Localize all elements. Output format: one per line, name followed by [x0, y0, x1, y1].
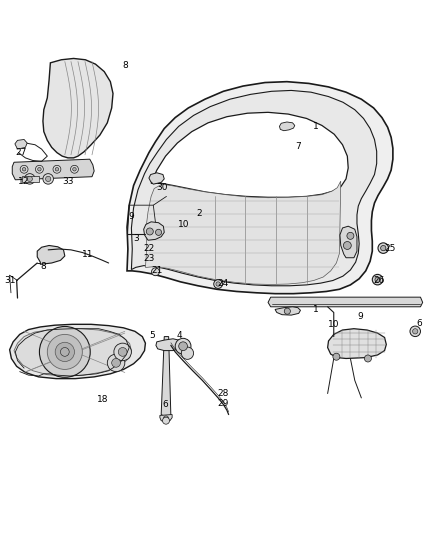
Text: 27: 27 [15, 148, 27, 157]
Polygon shape [37, 246, 65, 264]
Circle shape [118, 348, 127, 356]
Text: 6: 6 [417, 319, 423, 328]
Text: 30: 30 [156, 183, 168, 192]
Text: 28: 28 [218, 389, 229, 398]
Text: 7: 7 [295, 142, 301, 150]
Circle shape [46, 176, 51, 182]
Circle shape [20, 165, 28, 173]
Circle shape [38, 167, 41, 171]
Polygon shape [268, 297, 423, 307]
Text: 2: 2 [197, 209, 202, 219]
Text: 4: 4 [177, 331, 182, 340]
Polygon shape [149, 173, 164, 184]
Polygon shape [161, 336, 171, 418]
Circle shape [47, 334, 82, 369]
Text: 12: 12 [18, 176, 30, 185]
Polygon shape [22, 176, 39, 182]
Text: 9: 9 [128, 212, 134, 221]
Circle shape [364, 355, 371, 362]
Circle shape [25, 174, 35, 184]
Circle shape [146, 228, 153, 235]
Circle shape [55, 167, 59, 171]
Polygon shape [340, 226, 357, 258]
Text: 1: 1 [312, 305, 318, 314]
Circle shape [214, 280, 223, 288]
Circle shape [413, 329, 418, 334]
Text: 26: 26 [373, 276, 385, 285]
Text: 3: 3 [133, 233, 139, 243]
Circle shape [35, 165, 43, 173]
Text: 6: 6 [162, 400, 169, 408]
Polygon shape [151, 112, 348, 197]
Circle shape [163, 416, 169, 421]
Circle shape [333, 353, 340, 360]
Circle shape [375, 277, 380, 282]
Polygon shape [156, 339, 180, 351]
Polygon shape [15, 140, 27, 149]
Text: 10: 10 [178, 220, 190, 229]
Circle shape [73, 167, 76, 171]
Text: 23: 23 [143, 254, 155, 263]
Polygon shape [127, 82, 393, 294]
Circle shape [112, 359, 120, 367]
Circle shape [372, 274, 383, 285]
Polygon shape [275, 307, 300, 315]
Polygon shape [131, 91, 377, 286]
Circle shape [410, 326, 420, 336]
Polygon shape [12, 159, 94, 180]
Text: 9: 9 [357, 312, 363, 321]
Circle shape [284, 308, 290, 314]
Polygon shape [43, 59, 113, 158]
Circle shape [162, 417, 170, 424]
Polygon shape [10, 324, 145, 378]
Circle shape [53, 165, 61, 173]
Text: 33: 33 [62, 176, 74, 185]
Text: 8: 8 [122, 61, 128, 70]
Circle shape [381, 246, 386, 251]
Circle shape [107, 354, 125, 372]
Circle shape [179, 342, 187, 351]
Text: 10: 10 [328, 320, 339, 329]
Polygon shape [279, 122, 295, 131]
Circle shape [43, 174, 53, 184]
Circle shape [181, 347, 194, 359]
Circle shape [71, 165, 78, 173]
Text: 5: 5 [149, 331, 155, 340]
Text: 11: 11 [82, 250, 93, 259]
Text: 24: 24 [218, 279, 229, 288]
Circle shape [114, 343, 131, 361]
Circle shape [152, 268, 159, 276]
Text: 31: 31 [4, 276, 15, 285]
Text: 29: 29 [218, 399, 229, 408]
Circle shape [60, 348, 69, 356]
Circle shape [175, 338, 191, 354]
Circle shape [55, 342, 74, 361]
Circle shape [216, 282, 220, 286]
Text: 8: 8 [40, 262, 46, 271]
Polygon shape [14, 329, 131, 376]
Text: 22: 22 [143, 245, 155, 254]
Circle shape [347, 232, 354, 239]
Polygon shape [328, 329, 386, 359]
Polygon shape [145, 181, 341, 285]
Circle shape [22, 167, 26, 171]
Circle shape [155, 229, 162, 236]
Text: 1: 1 [312, 122, 318, 131]
Text: 18: 18 [97, 395, 109, 404]
Circle shape [343, 241, 351, 249]
Circle shape [27, 176, 32, 182]
Circle shape [378, 243, 389, 253]
Text: 25: 25 [384, 245, 396, 254]
Polygon shape [144, 222, 164, 240]
Circle shape [39, 327, 90, 377]
Polygon shape [160, 415, 172, 422]
Text: 21: 21 [151, 266, 162, 276]
